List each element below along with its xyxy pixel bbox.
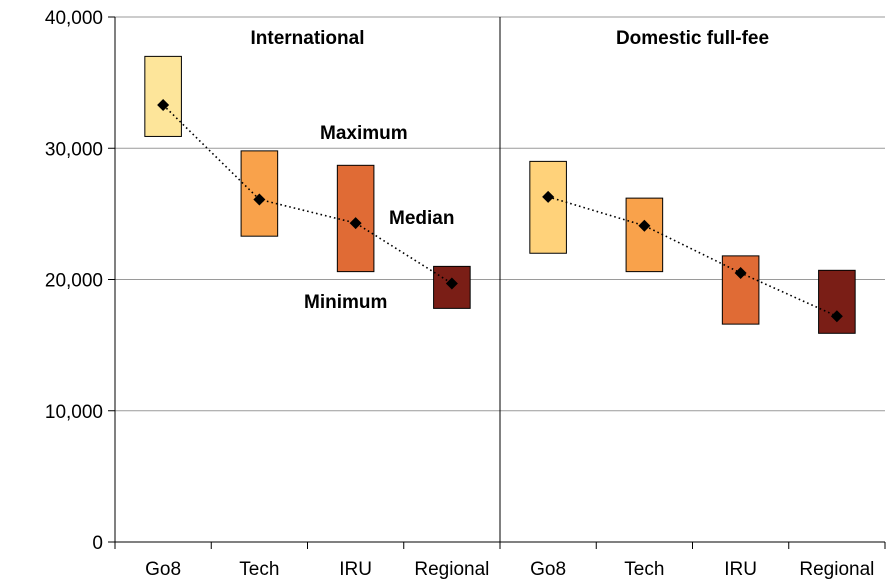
y-tick-label: 20,000 [45,271,103,292]
category-label: Go8 [530,559,566,580]
category-label: IRU [339,559,372,580]
range-bar [625,197,664,273]
y-tick-label: 40,000 [45,8,103,29]
y-tick-label: 10,000 [45,402,103,423]
range-bars [144,55,856,334]
median-marker [445,277,458,290]
annotation-median: Median [389,208,454,229]
median-marker [830,310,843,323]
y-tick-label: 30,000 [45,139,103,160]
median-line [547,196,838,317]
annotation-maximum: Maximum [320,123,408,144]
median-markers [157,98,843,323]
range-bar [529,160,567,254]
range-bar [144,55,182,137]
median-marker [638,219,651,232]
category-label: Go8 [145,559,181,580]
median-marker [734,266,747,279]
panel-title: Domestic full-fee [616,28,769,49]
range-bar [818,269,856,334]
median-line [162,104,453,285]
category-label: Regional [414,559,489,580]
category-label: Regional [799,559,874,580]
annotation-minimum: Minimum [304,292,387,313]
y-tick-label: 0 [92,533,103,554]
category-label: Tech [624,559,664,580]
median-marker [157,98,170,111]
panel-title: International [250,28,364,49]
median-marker [542,190,555,203]
labels: Maximum Median Minimum 0 10,000 20,000 30,0… [45,8,875,580]
category-label: IRU [724,559,757,580]
median-marker [349,217,362,230]
category-label: Tech [239,559,279,580]
axes [108,16,886,549]
median-marker [253,193,266,206]
